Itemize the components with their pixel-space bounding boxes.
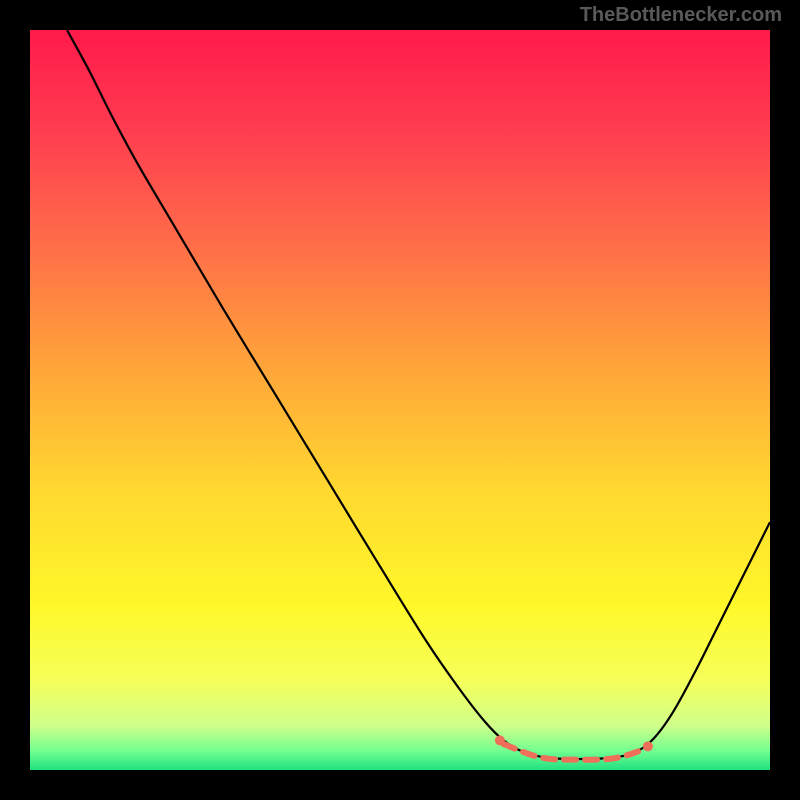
bottom-highlight-dash [504, 744, 645, 760]
plot-area [30, 30, 770, 770]
watermark-text: TheBottlenecker.com [580, 4, 782, 27]
curve-layer [30, 30, 770, 770]
bottleneck-curve [67, 30, 770, 759]
